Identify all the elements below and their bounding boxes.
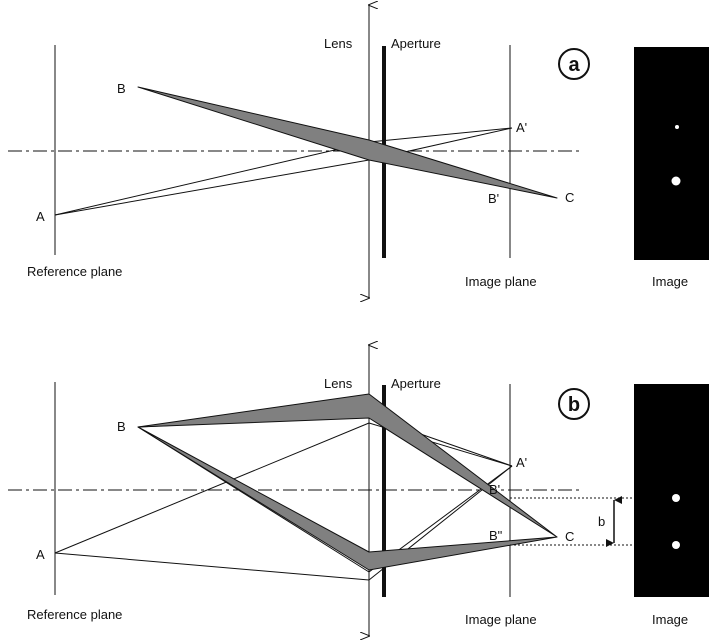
- image-panel: [634, 384, 709, 597]
- image-panel: [634, 47, 709, 260]
- beam-b-to-c: [137, 86, 558, 199]
- panel-badge-circle: [558, 388, 590, 420]
- image-spot-b-prime: [672, 494, 680, 502]
- image-plane-label: Image plane: [465, 612, 537, 627]
- point-label-c: C: [565, 529, 574, 544]
- ray: [54, 141, 370, 216]
- panel-b: b B A A' B' B" C Lens Aperture Reference…: [8, 345, 709, 636]
- reference-plane-label: Reference plane: [27, 264, 122, 279]
- image-spot-b-double-prime: [672, 541, 680, 549]
- aperture-label: Aperture: [391, 36, 441, 51]
- reference-plane-label: Reference plane: [27, 607, 122, 622]
- lens-label: Lens: [324, 36, 353, 51]
- ray: [54, 159, 370, 216]
- image-plane-label: Image plane: [465, 274, 537, 289]
- beam-lower: [137, 426, 558, 571]
- image-spot-c: [671, 176, 681, 186]
- panel-a: B A A' B' C Lens Aperture Reference plan…: [8, 5, 709, 298]
- panel-badge-circle: [558, 48, 590, 80]
- panel-badge-a: a: [568, 54, 580, 76]
- dimension-label: b: [598, 514, 605, 529]
- point-label-a-prime: A': [516, 455, 527, 470]
- point-label-b-double-prime: B": [489, 528, 503, 543]
- point-label-a: A: [36, 547, 45, 562]
- point-label-b: B: [117, 419, 126, 434]
- image-label: Image: [652, 612, 688, 627]
- lens-label: Lens: [324, 376, 353, 391]
- point-label-b: B: [117, 81, 126, 96]
- ray: [54, 422, 370, 554]
- ray: [368, 127, 513, 143]
- point-label-a: A: [36, 209, 45, 224]
- aperture-label: Aperture: [391, 376, 441, 391]
- ray: [54, 552, 370, 581]
- image-spot-a-prime: [675, 125, 679, 129]
- point-label-a-prime: A': [516, 120, 527, 135]
- image-label: Image: [652, 274, 688, 289]
- point-label-c: C: [565, 190, 574, 205]
- panel-badge-b: b: [568, 394, 580, 416]
- point-label-b-prime: B': [489, 482, 500, 497]
- point-label-b-prime: B': [488, 191, 499, 206]
